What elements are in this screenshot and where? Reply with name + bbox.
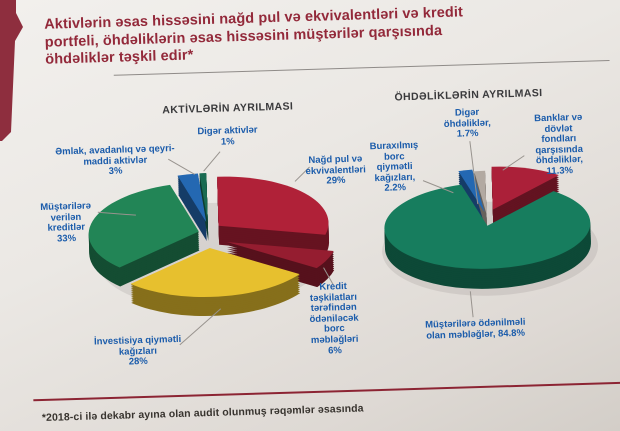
callout-banklar: Banklar və dövlət fondları qarşısında öh… — [534, 111, 584, 177]
callout-musterilere-mebleg: Müştərilərə ödənilməli olan məbləğlər, 8… — [424, 316, 526, 342]
pie-wedges — [88, 166, 599, 317]
callout-kredit-teskilatlari: Kredit təşkilatları tərəfindən ödəniləcə… — [309, 280, 359, 357]
leader-buraxilmis — [422, 180, 454, 194]
leader-diger-ohdelikler — [469, 141, 479, 205]
accent-ribbon-icon — [0, 0, 23, 141]
leader-emlak — [168, 158, 195, 175]
leader-nagd-pul — [294, 166, 310, 182]
leader-diger-aktivler — [203, 151, 221, 172]
callout-diger-aktivler: Digər aktivlər 1% — [197, 124, 258, 148]
leader-banklar — [502, 155, 525, 171]
callout-buraxilmis: Buraxılmış borc qiymətli kağızları, 2.2% — [369, 139, 419, 195]
callout-emlak: Əmlak, avadanlıq və qeyri- maddi aktivlə… — [55, 142, 175, 178]
leader-musterilere-kreditler — [97, 211, 136, 216]
leader-lines — [97, 141, 525, 346]
callout-investisiya: İnvestisiya qiymətli kağızları 28% — [93, 333, 182, 368]
leader-musterilere-mebleg — [469, 291, 474, 318]
callout-nagd-pul: Nağd pul və ekvivalentləri 29% — [305, 153, 366, 187]
callout-diger-ohdelikler: Digər öhdəliklər, 1.7% — [443, 106, 491, 140]
callout-musterilere-kreditler: Müştərilərə verilən kreditlər 33% — [40, 200, 92, 245]
leader-investisiya — [179, 308, 222, 346]
leader-kredit-teskilatlari — [323, 267, 334, 285]
